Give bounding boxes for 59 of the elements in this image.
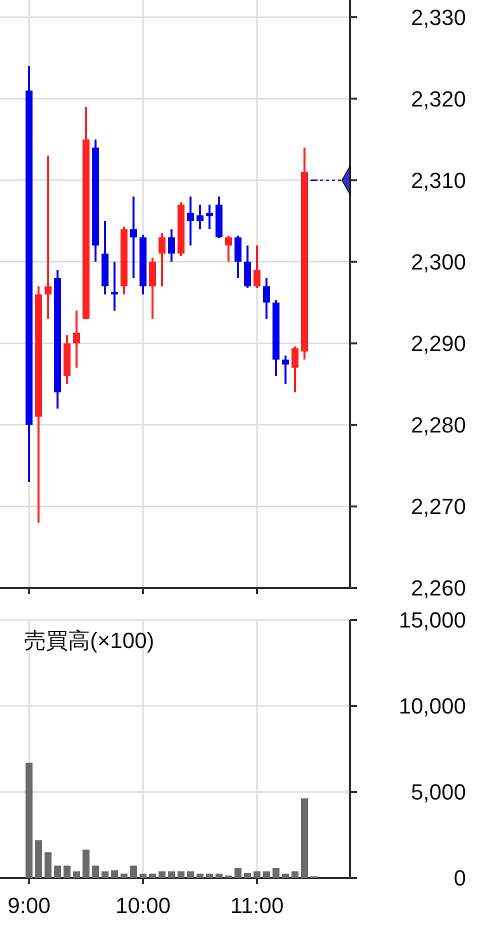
y-tick-label: 2,310 bbox=[410, 168, 466, 193]
bar bbox=[282, 874, 289, 878]
x-tick-label: 11:00 bbox=[230, 893, 284, 918]
y-tick-label: 10,000 bbox=[398, 694, 466, 719]
y-tick-label: 2,330 bbox=[410, 4, 466, 30]
bar bbox=[54, 866, 62, 878]
candlestick bbox=[225, 234, 232, 263]
bar bbox=[158, 871, 166, 878]
x-tick-label: 10:00 bbox=[116, 893, 171, 918]
y-tick-label: 5,000 bbox=[410, 780, 466, 805]
candlestick bbox=[282, 354, 289, 386]
bar bbox=[178, 871, 185, 878]
candlestick bbox=[262, 277, 270, 320]
bar bbox=[262, 871, 270, 878]
bar bbox=[254, 871, 260, 878]
y-tick-label: 15,000 bbox=[398, 608, 466, 633]
bar bbox=[168, 871, 176, 878]
bar bbox=[44, 852, 52, 878]
y-tick-label: 2,300 bbox=[410, 249, 466, 274]
candlestick bbox=[196, 204, 204, 230]
x-tick-label: 9:00 bbox=[8, 893, 50, 918]
bar bbox=[130, 866, 138, 878]
bar bbox=[234, 868, 242, 878]
bar bbox=[82, 850, 90, 878]
bar bbox=[300, 798, 308, 878]
bar bbox=[64, 866, 71, 878]
candlestick bbox=[254, 244, 260, 289]
bar bbox=[92, 866, 100, 878]
bar bbox=[120, 874, 128, 878]
bar bbox=[35, 840, 42, 878]
bar bbox=[206, 874, 214, 878]
bar bbox=[216, 874, 223, 878]
candlestick bbox=[206, 204, 214, 230]
bar bbox=[187, 871, 194, 878]
candlestick bbox=[111, 260, 118, 312]
candlestick bbox=[130, 196, 138, 280]
annotation: 売買高(×100) bbox=[24, 628, 154, 653]
y-tick-label: 2,320 bbox=[410, 86, 466, 112]
y-tick-label: 2,260 bbox=[410, 576, 466, 601]
bar bbox=[244, 873, 252, 878]
bar bbox=[149, 874, 156, 878]
candlestick bbox=[168, 228, 176, 263]
candlestick bbox=[44, 154, 52, 320]
bar bbox=[73, 871, 80, 878]
bar bbox=[291, 871, 298, 878]
bar bbox=[111, 870, 118, 878]
bar bbox=[140, 874, 147, 878]
bar bbox=[196, 874, 204, 878]
y-tick-label: 2,270 bbox=[410, 494, 466, 520]
candlestick bbox=[187, 196, 194, 246]
candlestick bbox=[158, 232, 166, 288]
y-tick-label: 0 bbox=[454, 866, 466, 891]
bar bbox=[26, 762, 33, 878]
candlestick bbox=[73, 310, 80, 369]
y-tick-label: 2,280 bbox=[410, 412, 466, 438]
bar bbox=[272, 868, 280, 878]
bar bbox=[102, 871, 109, 878]
candlestick bbox=[291, 346, 298, 394]
y-tick-label: 2,290 bbox=[410, 331, 466, 356]
